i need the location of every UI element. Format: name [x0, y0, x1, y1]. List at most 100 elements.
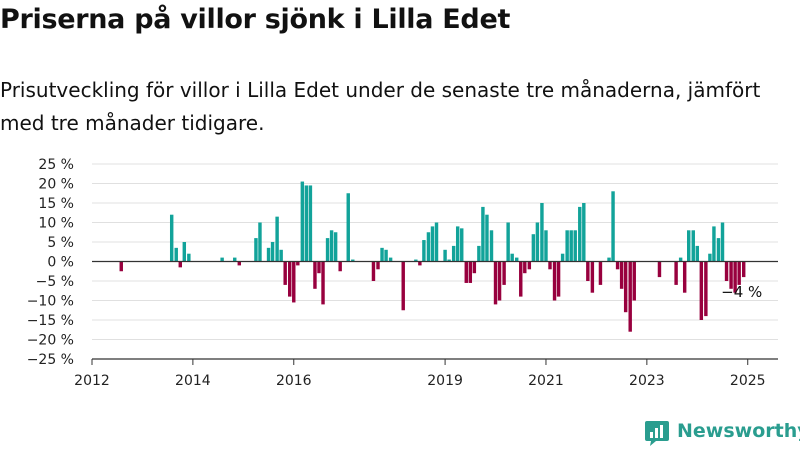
bar [506, 222, 510, 262]
x-tick-label: 2012 [74, 373, 110, 389]
bar [573, 230, 577, 262]
bar [338, 261, 342, 272]
bar [308, 185, 313, 262]
bar [724, 261, 729, 281]
bar [708, 253, 712, 262]
y-tick-label: −15 % [27, 313, 74, 329]
bar [169, 214, 174, 262]
bar [388, 257, 393, 262]
bar [527, 261, 532, 270]
y-tick-label: 20 % [38, 177, 74, 193]
bar [502, 261, 506, 285]
bar [678, 257, 683, 262]
bar [283, 261, 287, 285]
bar [460, 228, 464, 262]
bar [519, 261, 523, 297]
bar [187, 253, 191, 262]
bar [582, 203, 586, 262]
bar [288, 261, 292, 297]
bar [628, 261, 632, 332]
bar [497, 261, 502, 301]
x-tick-label: 2023 [629, 373, 665, 389]
bar [657, 261, 662, 278]
x-axis: 2012 2014 2016 2019 2021 2023 2025 [74, 358, 778, 389]
x-tick-label: 2021 [528, 373, 564, 389]
bar [472, 261, 477, 274]
chart-title: Priserna på villor sjönk i Lilla Edet [0, 4, 511, 35]
bar [254, 238, 258, 262]
y-tick-label: 5 % [47, 235, 74, 251]
bar [384, 249, 388, 262]
bar [607, 257, 611, 262]
bar [333, 232, 338, 262]
bar [325, 238, 330, 262]
bar [447, 259, 451, 262]
bar [422, 240, 426, 262]
bar [515, 257, 519, 262]
bar [682, 261, 687, 293]
bar [329, 230, 334, 262]
bar [704, 261, 708, 317]
bar [174, 247, 178, 262]
bar-chart-logo-icon [645, 421, 669, 446]
bar [300, 181, 305, 262]
bar [544, 230, 548, 262]
bar [619, 261, 624, 289]
bar [531, 234, 536, 262]
bar [443, 249, 447, 262]
bar [615, 261, 620, 270]
bar [270, 242, 275, 262]
bar [468, 261, 473, 283]
bar [578, 206, 582, 262]
bar [729, 261, 733, 289]
bar [716, 238, 721, 262]
x-tick-label: 2016 [276, 373, 312, 389]
bar [292, 261, 296, 303]
bar [321, 261, 325, 305]
brand-name: Newsworthy [677, 420, 800, 442]
bar [275, 216, 279, 262]
bar [556, 261, 561, 297]
bar [737, 261, 741, 285]
bar [371, 261, 376, 281]
bar [535, 222, 540, 262]
bar [569, 230, 573, 262]
bar [346, 193, 350, 262]
bar [632, 261, 636, 301]
bar [266, 247, 271, 262]
last-value-label: −4 % [721, 283, 762, 301]
bar [687, 230, 691, 262]
bar [523, 261, 527, 274]
bar [414, 259, 418, 262]
bar [489, 230, 494, 262]
bar [119, 261, 123, 272]
y-tick-label: −10 % [27, 294, 74, 310]
bar [611, 191, 615, 262]
bar [510, 253, 514, 262]
bar [451, 245, 456, 262]
bar [426, 232, 431, 262]
bar [376, 261, 380, 270]
bars [119, 181, 746, 332]
bar [552, 261, 557, 301]
bar [548, 261, 552, 270]
y-tick-label: −25 % [27, 352, 74, 368]
bar [430, 226, 435, 262]
bar [691, 230, 695, 262]
bar [733, 261, 737, 293]
y-tick-label: 15 % [38, 196, 74, 212]
x-tick-label: 2014 [175, 373, 211, 389]
bar [464, 261, 468, 283]
bar [237, 261, 241, 266]
bar [313, 261, 317, 289]
y-tick-label: 25 % [38, 157, 74, 173]
bar [598, 261, 603, 285]
bar [279, 249, 283, 262]
x-tick-label: 2019 [427, 373, 463, 389]
bar [351, 259, 355, 262]
bar [674, 261, 678, 285]
bar [481, 206, 485, 262]
bar [182, 242, 187, 262]
y-tick-label: −5 % [36, 274, 74, 290]
y-axis-labels: 25 % 20 % 15 % 10 % 5 % 0 % −5 % −10 % −15 % −20 … [27, 157, 74, 368]
